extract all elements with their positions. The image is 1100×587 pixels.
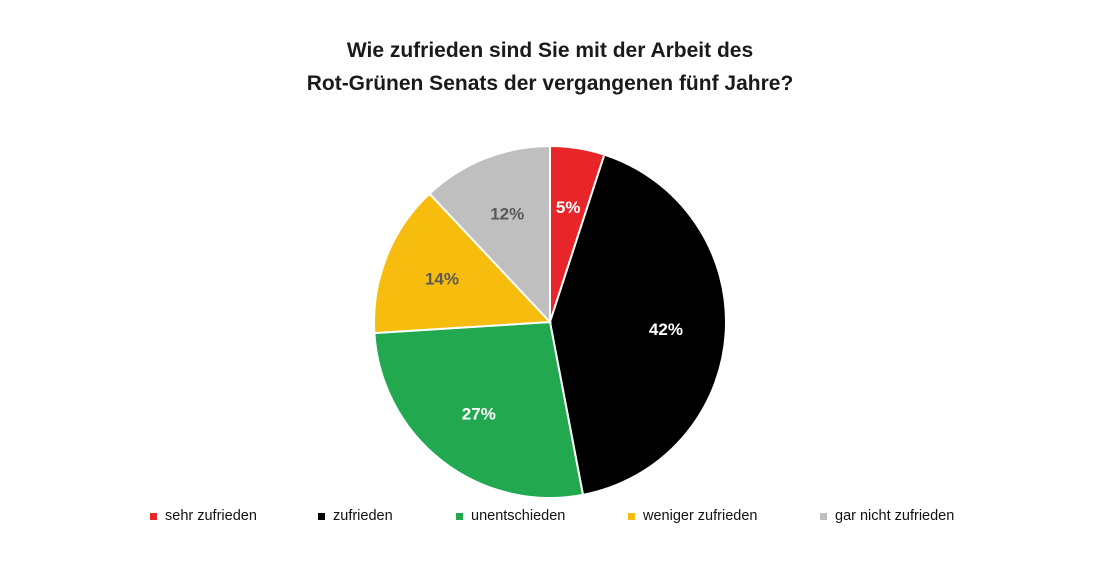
legend-swatch — [628, 512, 635, 520]
legend-swatch — [150, 512, 157, 520]
data-label-weniger-zufrieden: 14% — [425, 270, 459, 289]
pie-slice-unentschieden — [373, 320, 585, 499]
legend-label: sehr zufrieden — [165, 508, 257, 524]
data-label-gar-nicht-zufrieden: 12% — [490, 204, 524, 223]
legend-label: gar nicht zufrieden — [835, 508, 955, 524]
data-label-unentschieden: 27% — [462, 404, 496, 423]
data-label-zufrieden: 42% — [649, 320, 683, 339]
pie-slice-zufrieden — [548, 153, 727, 497]
legend-label: zufrieden — [333, 508, 393, 524]
legend-item-sehr-zufrieden: sehr zufrieden — [150, 508, 257, 524]
pie-slice-gar-nicht-zufrieden — [428, 144, 551, 325]
pie-slice-weniger-zufrieden — [373, 192, 553, 335]
legend-item-weniger-zufrieden: weniger zufrieden — [628, 508, 757, 524]
chart-title-line-2: Rot-Grünen Senats der vergangenen fünf J… — [306, 72, 794, 95]
chart-title-line-1: Wie zufrieden sind Sie mit der Arbeit de… — [346, 39, 754, 62]
legend-label: weniger zufrieden — [643, 508, 758, 524]
legend: sehr zufrieden zufrieden unentschieden weni… — [0, 508, 1100, 528]
data-label-sehr-zufrieden: 5% — [556, 198, 581, 217]
legend-item-unentschieden: unentschieden — [456, 508, 565, 524]
chart-title: Wie zufrieden sind Sie mit der Arbeit de… — [0, 34, 1100, 100]
legend-swatch — [318, 512, 325, 520]
pie-plot: 5% 42% 27% 14% 12% — [373, 144, 727, 499]
legend-item-zufrieden: zufrieden — [318, 508, 393, 524]
legend-label: unentschieden — [471, 508, 566, 524]
legend-item-gar-nicht-zufrieden: gar nicht zufrieden — [820, 508, 954, 524]
legend-swatch — [820, 512, 827, 520]
legend-swatch — [456, 512, 463, 520]
